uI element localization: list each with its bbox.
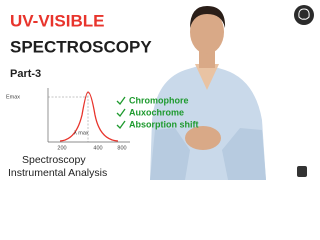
- part-label: Part-3: [10, 68, 41, 80]
- neck-base: [199, 50, 215, 68]
- hands: [185, 126, 221, 150]
- check-icon: [116, 108, 126, 118]
- footer-line2: Instrumental Analysis: [8, 167, 107, 179]
- topic: Auxochrome: [129, 107, 184, 117]
- x-label: 200: [57, 145, 66, 151]
- arm-right: [222, 128, 266, 180]
- peak-label: λ max: [74, 130, 89, 136]
- face: [190, 10, 224, 54]
- arm-left: [150, 128, 190, 180]
- title-line2: SPECTROSCOPY: [10, 37, 152, 56]
- peak-curve: [59, 91, 119, 142]
- presenter: [150, 6, 266, 180]
- hair: [190, 6, 226, 28]
- spectrum-sketch: Emax λ max 200 400 800: [6, 88, 130, 151]
- neck: [195, 64, 219, 90]
- logo-brain: [298, 8, 310, 20]
- check-icon: [116, 120, 126, 130]
- title-line1: UV-VISIBLE: [10, 11, 104, 30]
- x-label: 800: [117, 145, 126, 151]
- topic: Absorption shift: [129, 119, 199, 129]
- y-label: Emax: [6, 94, 20, 100]
- x-label: 400: [93, 145, 102, 151]
- topic-list: Chromophore Auxochrome Absorption shift: [116, 95, 199, 130]
- channel-logo: [294, 5, 314, 25]
- footer-line1: Spectroscopy: [22, 154, 86, 166]
- corner-icon: [297, 166, 307, 177]
- topic: Chromophore: [129, 95, 189, 105]
- check-icon: [116, 96, 126, 106]
- thumbnail: UV-VISIBLE SPECTROSCOPY Part-3 Emax λ ma…: [6, 5, 314, 180]
